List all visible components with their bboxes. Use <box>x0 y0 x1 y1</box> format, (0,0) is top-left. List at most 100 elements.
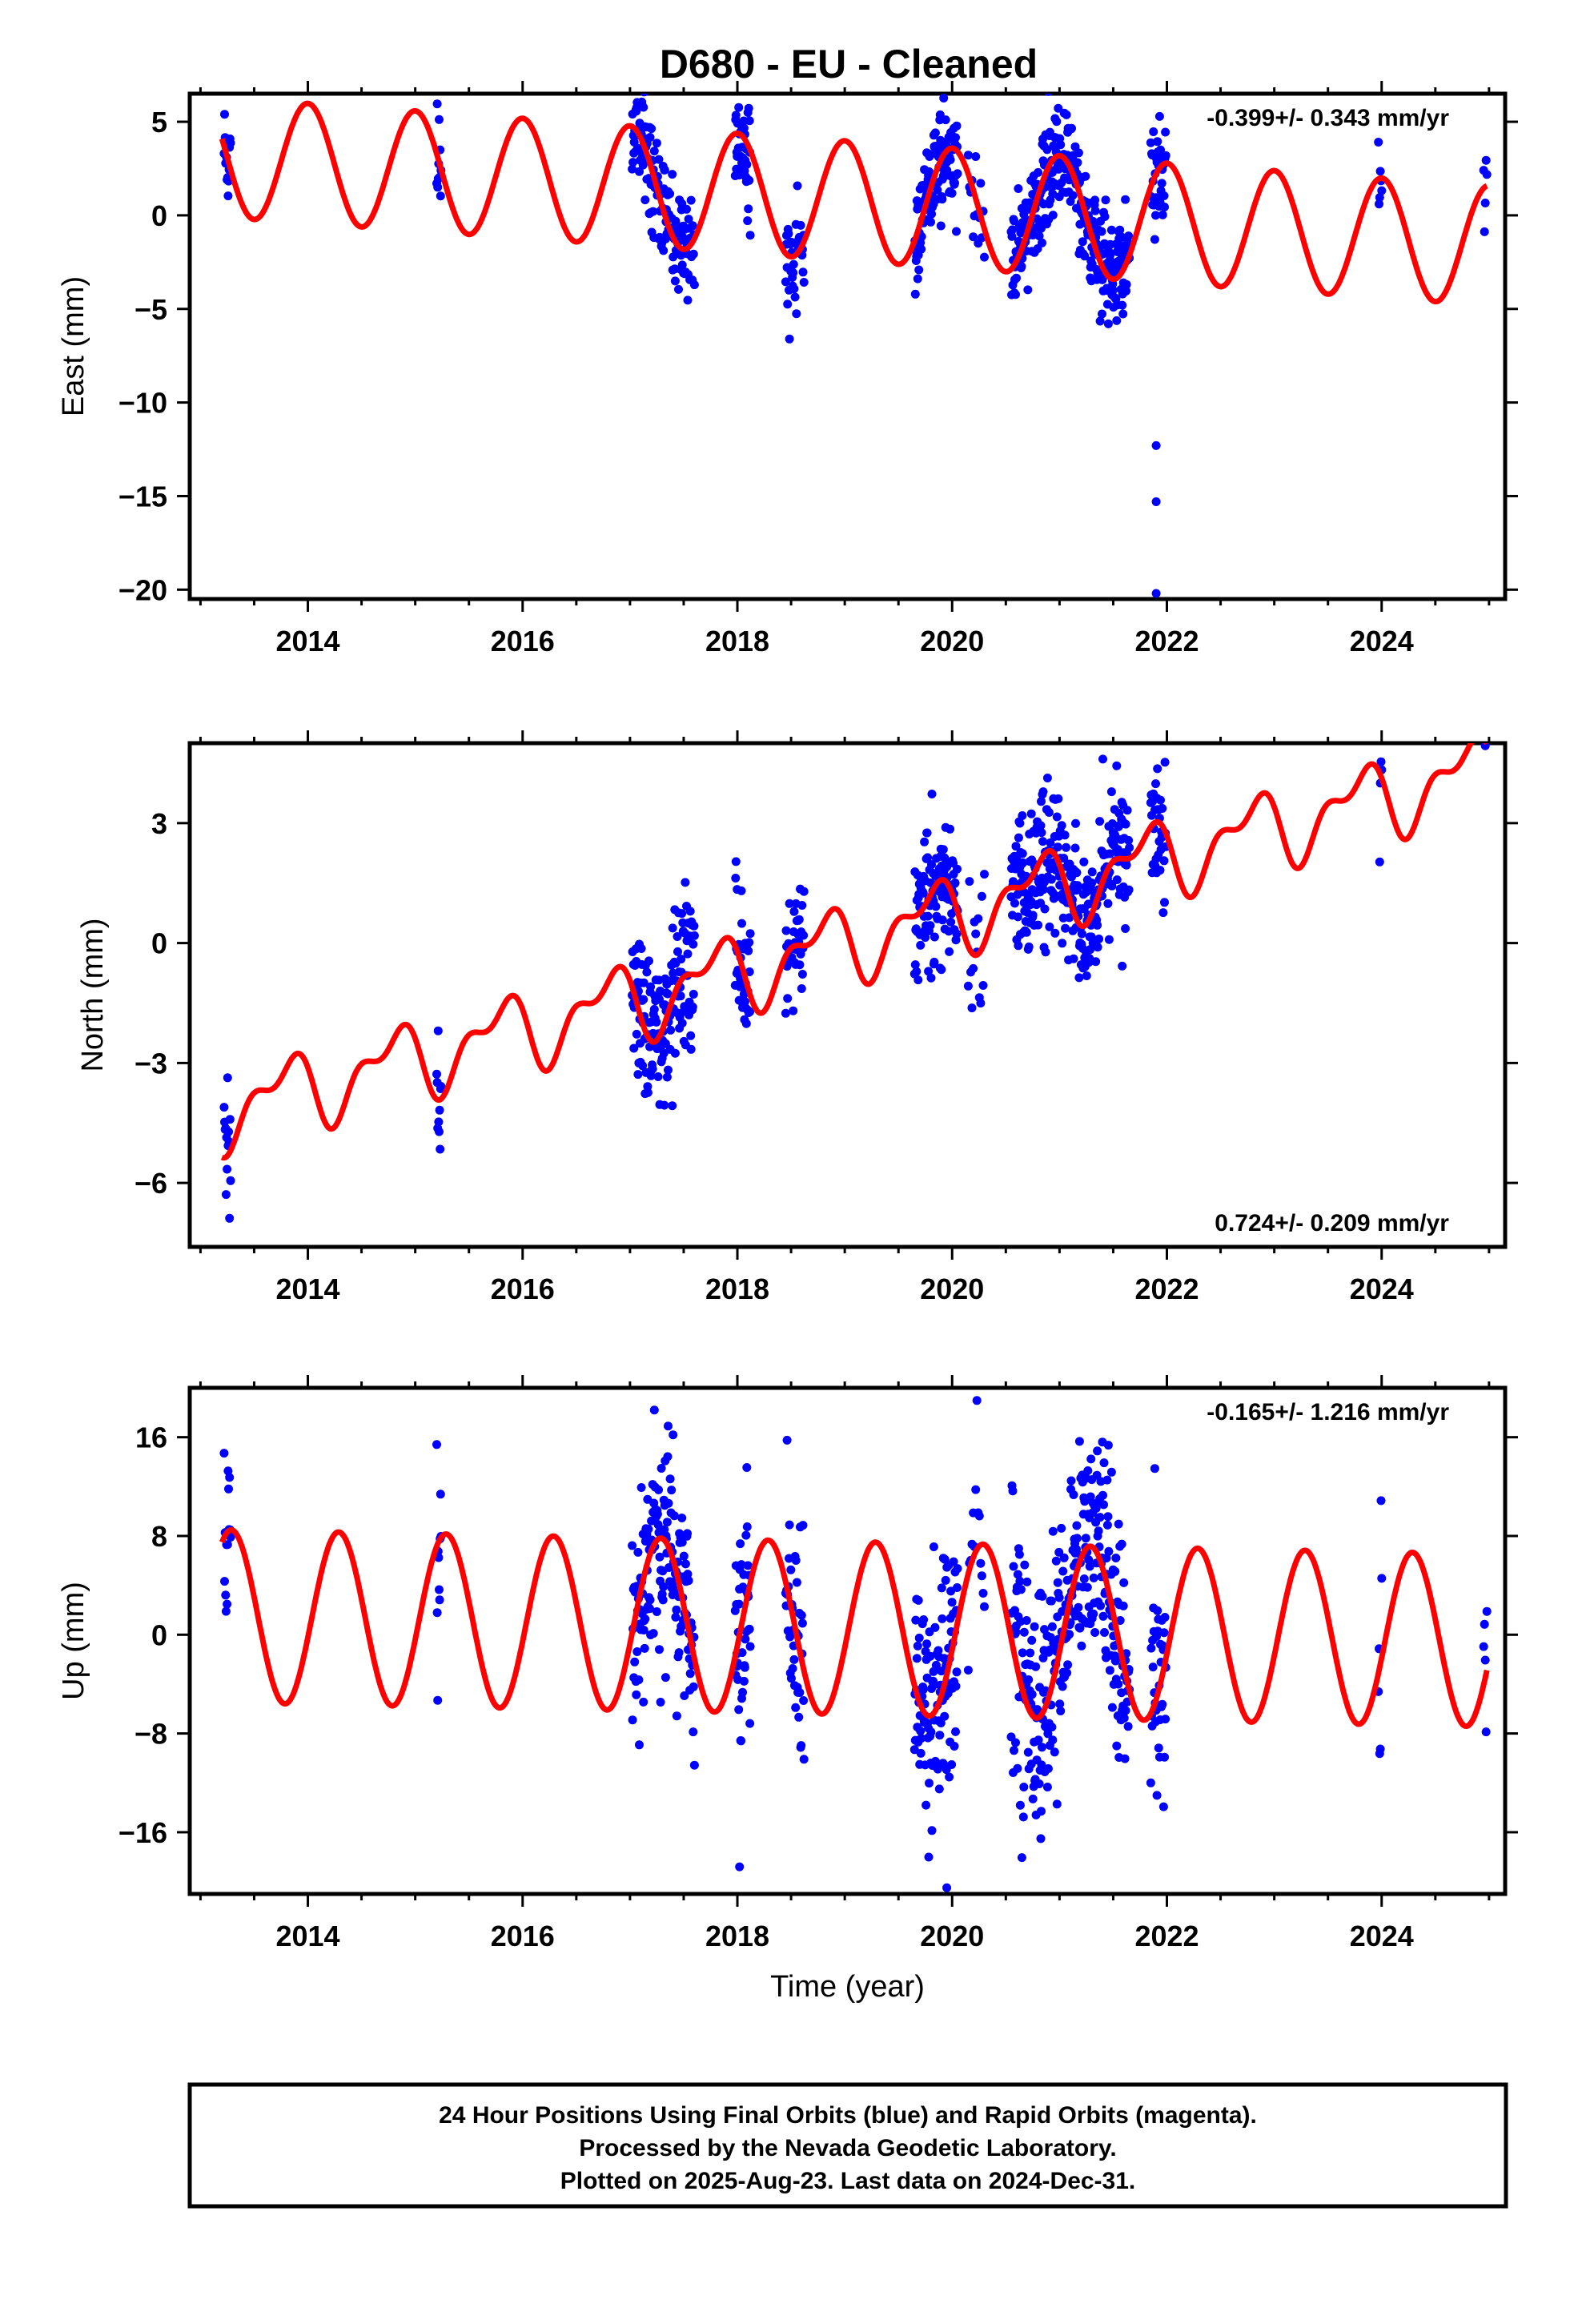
east-data-point <box>1080 251 1090 261</box>
east-data-point <box>1044 94 1053 96</box>
up-data-point <box>927 1826 937 1835</box>
north-data-point <box>1107 881 1117 891</box>
east-data-point <box>688 221 697 231</box>
up-data-point <box>976 1558 986 1568</box>
east-data-point <box>742 159 752 169</box>
up-data-point <box>935 1731 945 1740</box>
north-data-point <box>1053 842 1062 852</box>
north-plot-frame <box>187 741 1508 1249</box>
north-data-point <box>1018 811 1027 820</box>
up-data-point <box>636 1483 646 1492</box>
north-data-point <box>1160 758 1170 767</box>
east-panel: 2014 2016 2018 2020 2022 2024 5 0 −5 −10 −15 −20 Eas… <box>57 81 1518 657</box>
up-data-point <box>926 1727 936 1737</box>
up-data-point <box>945 1772 954 1782</box>
up-data-point <box>220 1577 229 1586</box>
north-data-point <box>689 990 698 999</box>
north-data-point <box>666 1025 676 1035</box>
up-panel: 2014 2016 2018 2020 2022 2024 16 8 0 −8 −16 Up (mm)… <box>57 1375 1518 2004</box>
up-data-point <box>640 1643 649 1653</box>
east-outlier-point <box>1151 497 1161 506</box>
up-data-point <box>1024 1675 1034 1684</box>
up-data-point <box>797 1610 806 1620</box>
east-data-point <box>1118 300 1127 310</box>
east-y-tick-label: −5 <box>135 293 167 326</box>
north-data-point <box>668 1101 677 1111</box>
up-data-point <box>656 1464 666 1473</box>
north-data-point <box>1072 868 1082 878</box>
up-data-point <box>1105 1666 1114 1675</box>
east-data-point <box>1010 216 1018 226</box>
footer-box: 24 Hour Positions Using Final Orbits (bl… <box>187 2082 1508 2209</box>
up-data-point <box>677 1514 687 1522</box>
north-data-point <box>677 955 686 964</box>
up-data-point <box>1123 1722 1133 1731</box>
up-data-point <box>1086 1454 1096 1464</box>
north-model-curve <box>220 743 1488 1161</box>
up-data-point <box>977 1571 986 1581</box>
north-data-point <box>1013 912 1022 922</box>
north-data-point <box>1073 881 1082 891</box>
north-data-point <box>1038 787 1048 797</box>
north-data-point <box>799 931 809 940</box>
up-data-point <box>785 1632 795 1642</box>
up-data-point <box>685 1669 695 1679</box>
east-data-point <box>1023 285 1033 295</box>
north-data-point <box>1118 961 1127 971</box>
east-rate-label: -0.399+/- 0.343 mm/yr <box>1207 105 1449 131</box>
east-data-point <box>432 99 442 109</box>
up-data-point <box>654 1485 663 1494</box>
up-data-point <box>1102 1520 1112 1530</box>
north-data-point <box>224 1127 233 1136</box>
east-data-point <box>952 121 962 131</box>
up-data-point <box>794 1712 804 1722</box>
up-data-point <box>1160 1752 1169 1762</box>
north-data-point <box>223 1073 232 1083</box>
east-data-point <box>682 204 691 214</box>
up-data-point <box>224 1484 233 1494</box>
north-data-point <box>1112 875 1122 885</box>
up-data-point <box>940 1711 950 1721</box>
up-data-point <box>1082 1582 1092 1592</box>
north-data-point <box>1036 821 1046 830</box>
north-data-point <box>737 886 746 895</box>
north-data-point <box>1151 779 1160 789</box>
up-y-tick-label: −8 <box>135 1718 167 1751</box>
up-data-point <box>1058 1682 1067 1691</box>
north-data-point <box>976 999 986 1008</box>
east-data-point <box>1151 211 1160 220</box>
east-data-point <box>947 188 957 198</box>
up-data-point <box>1075 1623 1085 1633</box>
east-data-point <box>745 116 754 126</box>
north-data-point <box>1376 757 1386 766</box>
up-data-point <box>911 1615 921 1625</box>
east-data-point <box>628 158 638 167</box>
up-data-point <box>1093 1446 1102 1456</box>
north-data-point <box>1044 808 1054 817</box>
up-data-point <box>739 1676 749 1686</box>
up-data-point <box>1377 1574 1387 1583</box>
up-data-point <box>1043 1764 1053 1773</box>
up-data-point <box>645 1595 655 1605</box>
east-data-point <box>654 155 664 164</box>
east-data-point <box>1073 158 1082 167</box>
east-data-point <box>745 175 754 185</box>
up-data-point <box>1103 1512 1113 1522</box>
east-data-point <box>435 115 444 124</box>
up-data-point <box>656 1698 665 1707</box>
up-data-point <box>680 1691 689 1700</box>
east-data-point <box>1090 206 1100 215</box>
up-data-point <box>782 1435 792 1445</box>
up-data-point <box>1098 1490 1107 1500</box>
north-data-point <box>649 1004 659 1014</box>
east-data-point <box>1101 195 1110 205</box>
east-data-point <box>683 296 693 305</box>
east-data-point <box>1481 155 1491 165</box>
up-data-point <box>951 1682 961 1691</box>
up-data-point <box>1031 1662 1041 1671</box>
up-data-point <box>639 1697 648 1707</box>
north-data-point <box>689 939 698 949</box>
north-data-point <box>1077 929 1086 939</box>
footer-line-2: Processed by the Nevada Geodetic Laborat… <box>579 2135 1116 2161</box>
north-data-point <box>1046 838 1055 847</box>
